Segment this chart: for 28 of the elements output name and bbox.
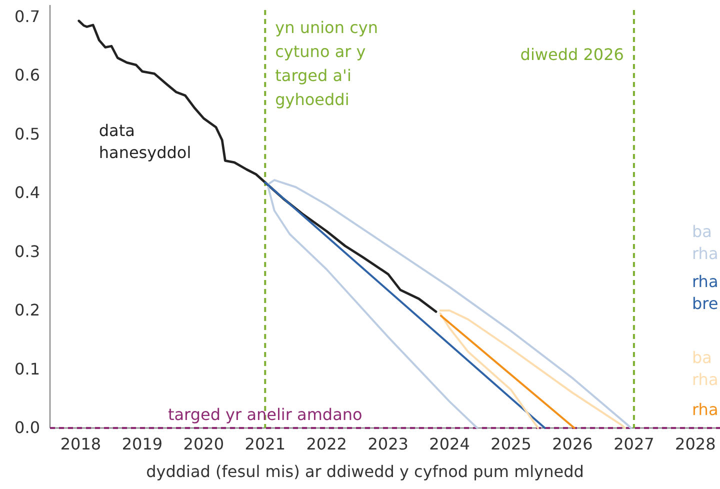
y-tick-label: 0.0 xyxy=(14,418,40,438)
y-tick-label: 0.1 xyxy=(14,359,40,378)
x-tick-label: 2021 xyxy=(244,434,286,454)
y-tick-label: 0.2 xyxy=(14,300,40,320)
x-tick-label: 2026 xyxy=(552,434,593,454)
x-tick-label: 2025 xyxy=(490,434,532,454)
y-tick-label: 0.4 xyxy=(14,183,40,202)
ref-line-label: targed yr anelir amdano xyxy=(168,405,362,424)
x-tick-label: 2019 xyxy=(122,434,163,454)
x-tick-label: 2018 xyxy=(60,434,102,454)
text: rha bre xyxy=(692,272,718,313)
x-tick-label: 2020 xyxy=(183,434,224,454)
x-axis-title: dyddiad (fesul mis) ar ddiwedd y cyfnod pum mlynedd xyxy=(146,462,584,481)
y-tick-label: 0.7 xyxy=(14,6,40,26)
text: rha xyxy=(692,400,718,419)
x-tick-label: 2023 xyxy=(368,434,408,454)
y-tick-label: 0.3 xyxy=(14,242,40,261)
x-tick-label: 2027 xyxy=(614,434,654,454)
x-tick-label: 2022 xyxy=(306,434,347,454)
ref-line-label: yn union cyn cytuno ar y targed a'i gyhoeddi xyxy=(275,18,378,109)
y-tick-label: 0.5 xyxy=(14,124,40,144)
text: ba rha xyxy=(692,222,718,263)
series-label: data hanesyddol xyxy=(98,120,192,162)
x-tick-label: 2028 xyxy=(675,434,716,454)
y-tick-label: 0.6 xyxy=(14,66,40,85)
ref-line-label: diwedd 2026 xyxy=(520,45,624,64)
text: ba rha xyxy=(692,348,718,389)
x-tick-label: 2024 xyxy=(429,434,470,454)
